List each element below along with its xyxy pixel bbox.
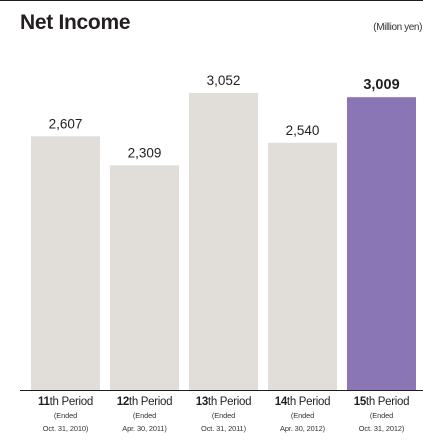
category-note: (Ended [369,411,394,420]
category-date: Apr. 30, 2012) [279,424,326,433]
value-label: 2,607 [49,116,83,131]
unit-label: (Million yen) [373,22,422,33]
category-date: Oct. 31, 2010) [42,424,89,433]
category-label: 13th Period [195,396,252,408]
bar-15th-period [347,97,416,390]
category-date: Oct. 31, 2012) [358,424,405,433]
chart-title: Net Income [20,11,131,34]
category-label: 11th Period [38,396,93,408]
category-label: 12th Period [116,396,173,408]
value-label: 3,052 [207,73,241,88]
bar-14th-period [268,142,337,390]
category-label: 14th Period [274,396,331,408]
bar-13th-period [189,93,258,390]
category-note: (Ended [290,411,315,420]
top-rule [0,0,423,1]
category-note: (Ended [211,411,236,420]
value-label: 2,309 [128,145,162,160]
value-label: 3,009 [363,77,399,93]
value-label: 2,540 [286,123,320,138]
category-date: Oct. 31, 2011) [201,424,246,433]
bar-11th-period [31,136,100,390]
category-note: (Ended [53,411,78,420]
bar-12th-period [110,165,179,390]
category-label: 15th Period [353,396,410,408]
category-note: (Ended [132,411,157,420]
category-date: Apr. 30, 2011) [122,424,167,433]
